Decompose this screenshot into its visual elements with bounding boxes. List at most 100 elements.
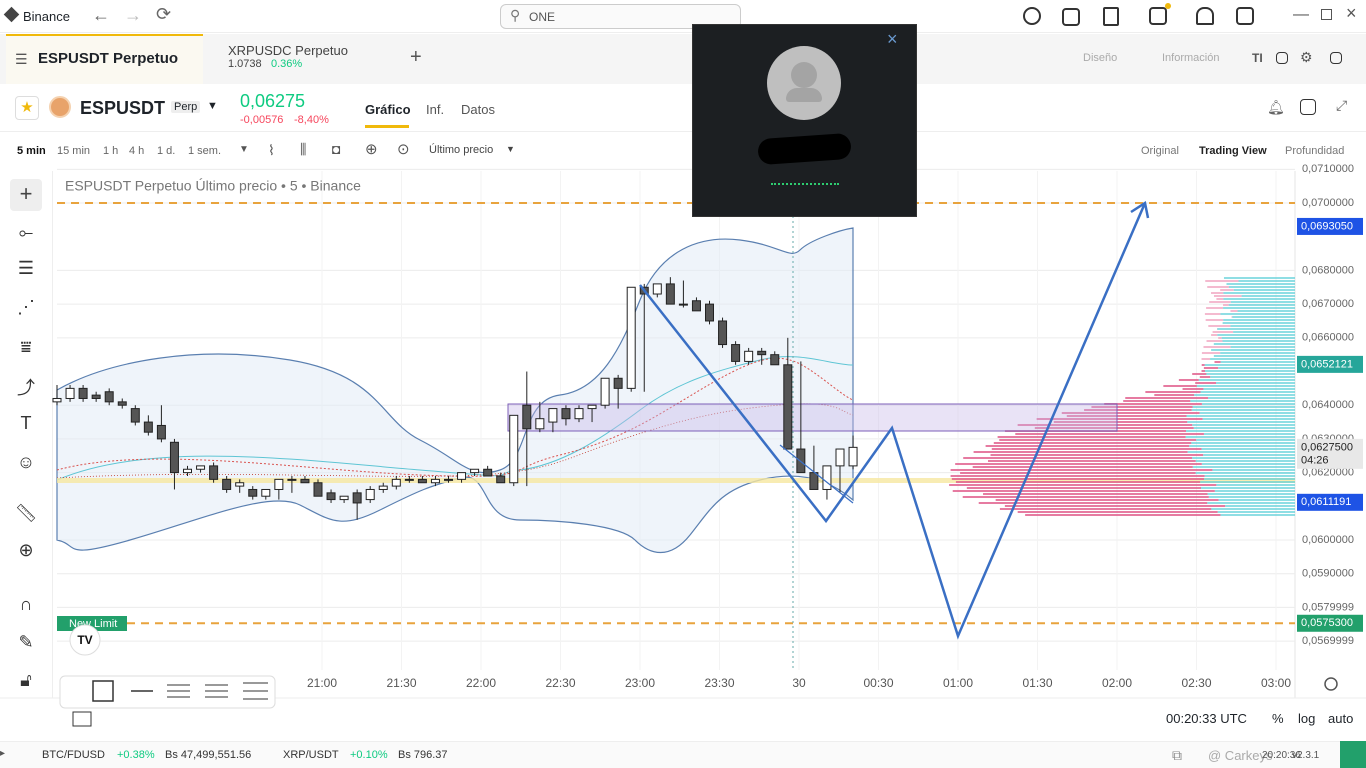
- tab-name[interactable]: XRPUSDC Perpetuo: [228, 43, 348, 58]
- account-icon[interactable]: [1023, 7, 1041, 25]
- layout-icon[interactable]: [1330, 52, 1342, 64]
- scale-option[interactable]: %: [1272, 711, 1284, 726]
- profile-bar: [1084, 409, 1192, 411]
- fullscreen-icon[interactable]: ⤢: [1336, 97, 1348, 113]
- view-tab[interactable]: Datos: [461, 102, 495, 117]
- orders-icon[interactable]: [1103, 7, 1119, 26]
- palette-tool[interactable]: [72, 711, 92, 727]
- panels-icon[interactable]: [1300, 99, 1316, 115]
- mode-tab[interactable]: Original: [1141, 145, 1179, 157]
- interval-button[interactable]: 5 min: [17, 145, 46, 157]
- candle-body: [365, 488, 375, 501]
- grid-icon[interactable]: [1276, 52, 1288, 64]
- view-tab[interactable]: Gráfico: [365, 102, 411, 117]
- tv-icon[interactable]: TI: [1252, 51, 1263, 65]
- tab-change: 0.36%: [271, 58, 303, 70]
- forward-button[interactable]: →: [124, 5, 142, 25]
- tool-button[interactable]: ⋰: [17, 297, 35, 317]
- palette-tool[interactable]: [92, 680, 114, 702]
- mode-tab[interactable]: Profundidad: [1285, 145, 1345, 157]
- interval-button[interactable]: 1 d.: [157, 145, 176, 157]
- profile-bar: [990, 454, 1204, 456]
- candle-body: [483, 468, 493, 477]
- candle-body: [183, 468, 192, 474]
- symbol-dropdown[interactable]: ▼: [207, 100, 218, 112]
- tool-button[interactable]: ✎: [18, 632, 34, 652]
- profile-bar: [1192, 457, 1295, 459]
- x-tick-label: 21:00: [307, 676, 337, 690]
- active-tab[interactable]: [6, 34, 203, 84]
- profile-bar: [978, 502, 1208, 504]
- poc-band: [57, 478, 1295, 483]
- price-label-box: [1297, 355, 1363, 373]
- layout-button[interactable]: Diseño: [1083, 52, 1118, 64]
- copy-icon[interactable]: ⧉: [1172, 747, 1182, 763]
- reload-button[interactable]: ⟳: [156, 4, 172, 24]
- alert-icon[interactable]: 🔔︎: [1267, 99, 1285, 115]
- add-icon[interactable]: ⊕: [365, 141, 378, 158]
- tab-name: ESPUSDT Perpetuo: [38, 50, 179, 67]
- y-tick-label: 0,0710000: [1302, 163, 1354, 175]
- messages-icon[interactable]: [1149, 7, 1167, 25]
- support-button[interactable]: [1340, 741, 1366, 768]
- tool-button[interactable]: ☰: [17, 258, 35, 278]
- interval-button[interactable]: 15 min: [57, 145, 91, 157]
- candle-body: [248, 488, 258, 497]
- interval-button[interactable]: 1 sem.: [188, 145, 222, 157]
- download-icon[interactable]: [1236, 7, 1254, 25]
- profile-bar: [1201, 370, 1206, 372]
- profile-bar: [1192, 424, 1295, 426]
- axis-settings[interactable]: [1324, 677, 1338, 691]
- profile-bar: [1202, 418, 1295, 420]
- candle-icon[interactable]: ⫼: [300, 141, 307, 157]
- ticker-change: +0.10%: [350, 749, 388, 761]
- popup-close[interactable]: ×: [887, 29, 898, 49]
- settings-icon[interactable]: ⚙: [1300, 49, 1313, 65]
- profile-bar: [1217, 511, 1295, 513]
- tool-button[interactable]: ⊕: [18, 540, 34, 560]
- annotation-box: [57, 616, 127, 631]
- tool-button[interactable]: ☺: [16, 452, 36, 472]
- maximize-button[interactable]: [1321, 9, 1332, 20]
- ticker-pair[interactable]: BTC/FDUSD: [42, 749, 105, 761]
- profile-bar: [1222, 340, 1295, 342]
- view-tab[interactable]: Inf.: [426, 102, 445, 117]
- tool-button[interactable]: ∩: [19, 594, 33, 614]
- add-tab[interactable]: +: [410, 46, 422, 68]
- favorite-star[interactable]: ★: [15, 96, 39, 120]
- tool-button[interactable]: 📏︎: [14, 503, 38, 523]
- price-type[interactable]: Último precio: [429, 144, 494, 156]
- interval-button[interactable]: 1 h: [103, 145, 119, 157]
- camera-icon[interactable]: ◘: [332, 141, 341, 157]
- indicator-icon[interactable]: ⌇: [268, 142, 275, 158]
- ticker-pair[interactable]: XRP/USDT: [283, 749, 339, 761]
- wallet-icon[interactable]: [1062, 8, 1080, 26]
- ticker-volume: Bs 47,499,551.56: [165, 749, 252, 761]
- scale-option[interactable]: auto: [1328, 711, 1354, 726]
- replay-icon[interactable]: ⊙: [397, 141, 410, 158]
- interval-button[interactable]: 4 h: [129, 145, 145, 157]
- tool-button[interactable]: T: [20, 413, 32, 433]
- price-type-dropdown[interactable]: ▼: [506, 144, 515, 154]
- mode-tab[interactable]: Trading View: [1199, 145, 1267, 157]
- close-button[interactable]: ×: [1346, 3, 1357, 23]
- notifications-icon[interactable]: [1196, 7, 1214, 25]
- tool-button[interactable]: 🔓︎: [20, 670, 32, 690]
- profile-bar: [1201, 403, 1295, 405]
- candle-body: [52, 397, 62, 403]
- scale-option[interactable]: log: [1298, 711, 1316, 726]
- search-icon: ⚲: [510, 7, 521, 23]
- tool-button[interactable]: ⤴: [17, 378, 35, 398]
- minimize-button[interactable]: —: [1293, 6, 1309, 23]
- avatar-head: [791, 62, 817, 88]
- back-button[interactable]: ←: [92, 5, 110, 25]
- candle-body: [261, 488, 271, 497]
- tool-button[interactable]: ⟜: [18, 222, 34, 242]
- tool-button[interactable]: ⩸: [20, 337, 32, 357]
- candle-body: [705, 303, 714, 322]
- profile-bar: [1204, 364, 1295, 366]
- interval-dropdown[interactable]: ▼: [239, 144, 249, 155]
- ticker-bar: [0, 741, 1366, 768]
- info-button[interactable]: Información: [1162, 52, 1220, 64]
- crosshair-tool[interactable]: +: [10, 179, 42, 211]
